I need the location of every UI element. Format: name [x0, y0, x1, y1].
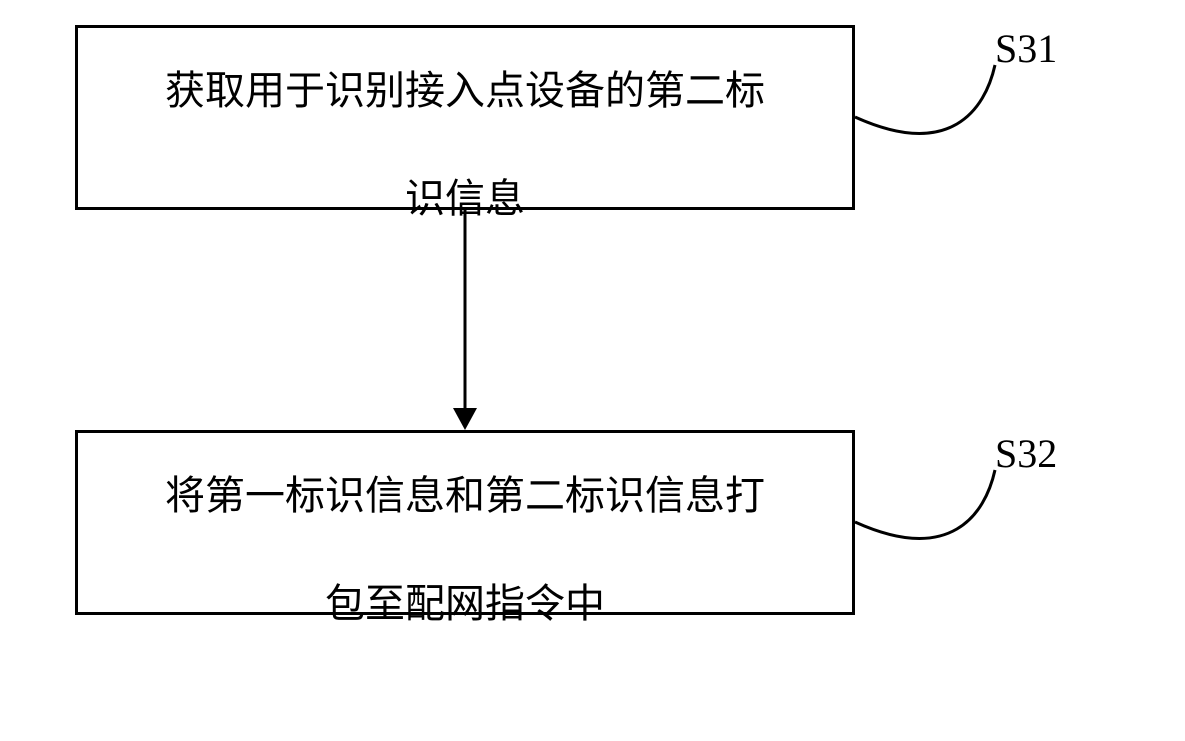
arrow-step1-to-step2 [453, 210, 477, 430]
flow-step-1-text: 获取用于识别接入点设备的第二标 识信息 [165, 10, 765, 226]
flow-step-1-line2: 识信息 [405, 176, 525, 221]
step-label-s32: S32 [995, 430, 1057, 477]
flow-step-2-text: 将第一标识信息和第二标识信息打 包至配网指令中 [165, 415, 765, 631]
connector-step1-label [855, 65, 995, 133]
flow-step-1-line1: 获取用于识别接入点设备的第二标 [165, 68, 765, 113]
flow-step-2-line2: 包至配网指令中 [325, 581, 605, 626]
flow-step-2: 将第一标识信息和第二标识信息打 包至配网指令中 [75, 430, 855, 615]
connector-step2-label [855, 470, 995, 538]
flow-step-2-line1: 将第一标识信息和第二标识信息打 [165, 473, 765, 518]
flow-step-1: 获取用于识别接入点设备的第二标 识信息 [75, 25, 855, 210]
step-label-s31: S31 [995, 25, 1057, 72]
